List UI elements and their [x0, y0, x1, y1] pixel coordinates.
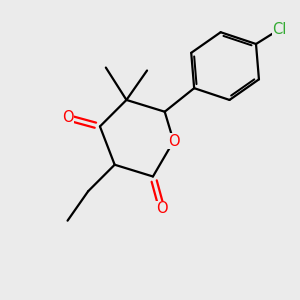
Text: O: O — [168, 134, 179, 149]
Text: Cl: Cl — [272, 22, 287, 37]
Text: O: O — [156, 201, 168, 216]
Text: O: O — [62, 110, 74, 125]
